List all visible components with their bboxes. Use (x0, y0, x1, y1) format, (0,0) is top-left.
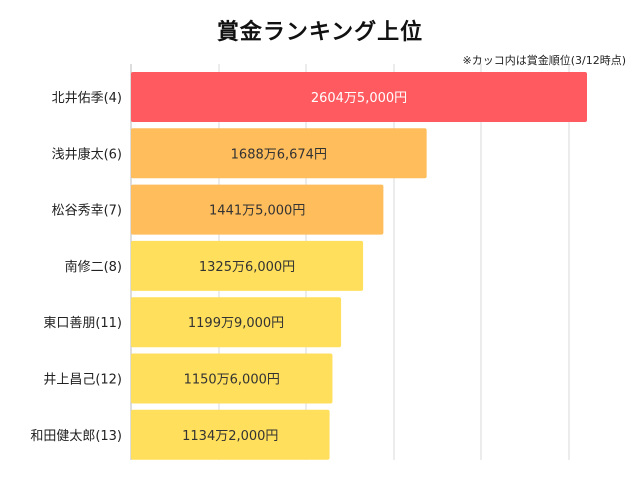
category-label: 北井佑季(4) (52, 91, 122, 106)
chart-note: ※カッコ内は賞金順位(3/12時点) (462, 54, 626, 67)
category-label: 井上昌己(12) (43, 373, 122, 388)
bar (131, 72, 587, 122)
value-label: 2604万5,000円 (311, 91, 407, 106)
bar (131, 297, 342, 348)
bar (131, 409, 330, 460)
value-label: 1150万6,000円 (184, 373, 280, 388)
value-label: 1325万6,000円 (199, 260, 295, 275)
bars (131, 72, 587, 460)
category-label: 浅井康太(6) (52, 146, 122, 162)
bar (131, 184, 384, 235)
value-label: 1441万5,000円 (209, 204, 305, 219)
bar (131, 240, 364, 291)
value-label: 1199万9,000円 (188, 316, 284, 331)
category-label: 南修二(8) (65, 259, 122, 275)
category-label: 松谷秀幸(7) (52, 204, 122, 219)
category-label: 和田健太郎(13) (30, 429, 122, 444)
chart-title: 賞金ランキング上位 (216, 20, 424, 45)
category-labels: 北井佑季(4) 浅井康太(6) 松谷秀幸(7) 南修二(8) 東口善朋(11) 井上昌己(… (30, 91, 122, 444)
value-label: 1134万2,000円 (182, 429, 278, 444)
value-labels: 2604万5,000円 1688万6,674円 1441万5,000円 1325万6,… (182, 91, 407, 444)
value-label: 1688万6,674円 (231, 147, 327, 162)
bar (131, 128, 427, 179)
bar (131, 353, 333, 404)
category-label: 東口善朋(11) (43, 315, 122, 331)
